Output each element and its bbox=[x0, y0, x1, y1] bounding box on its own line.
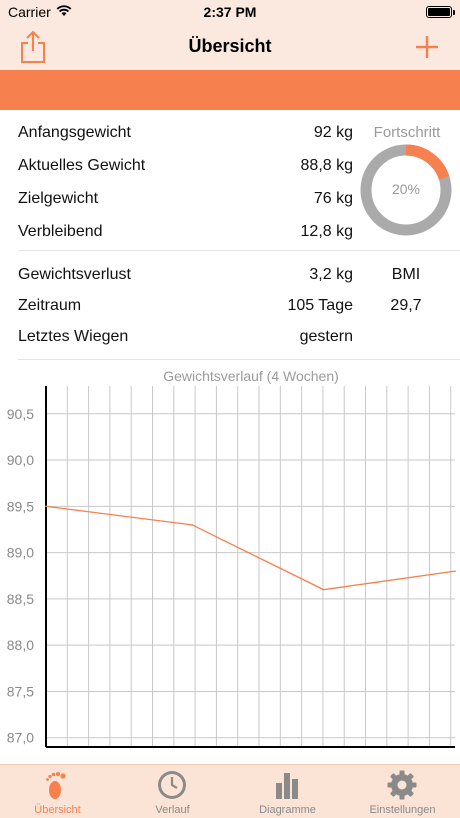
plus-icon[interactable] bbox=[412, 32, 442, 62]
y-tick-label: 87,5 bbox=[7, 683, 34, 699]
tab-label-history: Verlauf bbox=[155, 804, 190, 816]
summary-value-period: 105 Tage bbox=[287, 297, 353, 314]
share-icon[interactable] bbox=[18, 30, 48, 64]
donut-progress-arc bbox=[360, 144, 452, 236]
y-tick-label: 87,0 bbox=[7, 730, 34, 746]
tab-label-overview: Übersicht bbox=[34, 804, 81, 816]
data-point bbox=[45, 505, 47, 508]
tab-label-diagrams: Diagramme bbox=[259, 804, 316, 816]
status-bar: Carrier 2:37 PM bbox=[0, 0, 460, 24]
summary-label-period: Zeitraum bbox=[18, 297, 82, 314]
y-tick-label: 89,5 bbox=[7, 498, 34, 514]
navigation-bar: Übersicht bbox=[0, 24, 460, 70]
stat-value-current-weight: 88,8 kg bbox=[300, 157, 353, 174]
section-divider bbox=[18, 250, 460, 251]
y-tick-label: 90,5 bbox=[7, 406, 34, 422]
progress-donut bbox=[360, 144, 452, 236]
series-line bbox=[45, 505, 456, 591]
header-banner bbox=[0, 70, 460, 110]
battery-icon bbox=[426, 6, 455, 18]
footprint-icon bbox=[46, 772, 66, 799]
progress-percent: 20% bbox=[391, 181, 421, 197]
y-tick-label: 90,0 bbox=[7, 452, 34, 468]
data-point bbox=[322, 588, 325, 591]
data-point bbox=[454, 570, 456, 572]
y-tick-label: 88,5 bbox=[7, 591, 34, 607]
summary-value-last-weighing: gestern bbox=[299, 328, 353, 345]
chart-title: Gewichtsverlauf (4 Wochen) bbox=[163, 368, 339, 384]
status-time: 2:37 PM bbox=[203, 4, 257, 20]
stat-label-current-weight: Aktuelles Gewicht bbox=[18, 157, 146, 174]
tab-bar: Übersicht Verlauf Diagramme Eins bbox=[0, 764, 460, 818]
progress-label: Fortschritt bbox=[373, 124, 441, 141]
page-title: Übersicht bbox=[188, 36, 272, 56]
gear-icon bbox=[387, 770, 417, 800]
tab-diagrams[interactable]: Diagramme bbox=[230, 765, 345, 818]
summary-label-weight-loss: Gewichtsverlust bbox=[18, 266, 131, 283]
tab-settings[interactable]: Einstellungen bbox=[345, 765, 460, 818]
y-tick-label: 89,0 bbox=[7, 545, 34, 561]
summary-value-weight-loss: 3,2 kg bbox=[309, 266, 353, 283]
carrier-label: Carrier bbox=[8, 4, 51, 20]
stat-label-goal-weight: Zielgewicht bbox=[18, 190, 99, 207]
stat-value-start-weight: 92 kg bbox=[313, 124, 353, 141]
tab-history[interactable]: Verlauf bbox=[115, 765, 230, 818]
tab-overview[interactable]: Übersicht bbox=[0, 765, 115, 818]
wifi-icon bbox=[56, 5, 72, 16]
y-tick-label: 88,0 bbox=[7, 637, 34, 653]
stat-value-remaining: 12,8 kg bbox=[300, 223, 353, 240]
section-divider bbox=[18, 359, 460, 360]
bmi-label: BMI bbox=[391, 266, 421, 283]
bar-chart-icon bbox=[276, 773, 298, 799]
stat-value-goal-weight: 76 kg bbox=[313, 190, 353, 207]
data-point bbox=[191, 524, 193, 526]
bmi-value: 29,7 bbox=[390, 297, 422, 314]
weight-line-chart: 87,0 87,5 88,0 88,5 89,0 89,5 90,0 90,5 bbox=[7, 386, 456, 748]
clock-icon bbox=[158, 771, 186, 799]
stat-label-start-weight: Anfangsgewicht bbox=[18, 124, 131, 141]
stat-label-remaining: Verbleibend bbox=[18, 223, 103, 240]
summary-label-last-weighing: Letztes Wiegen bbox=[18, 328, 129, 345]
tab-label-settings: Einstellungen bbox=[369, 804, 436, 816]
